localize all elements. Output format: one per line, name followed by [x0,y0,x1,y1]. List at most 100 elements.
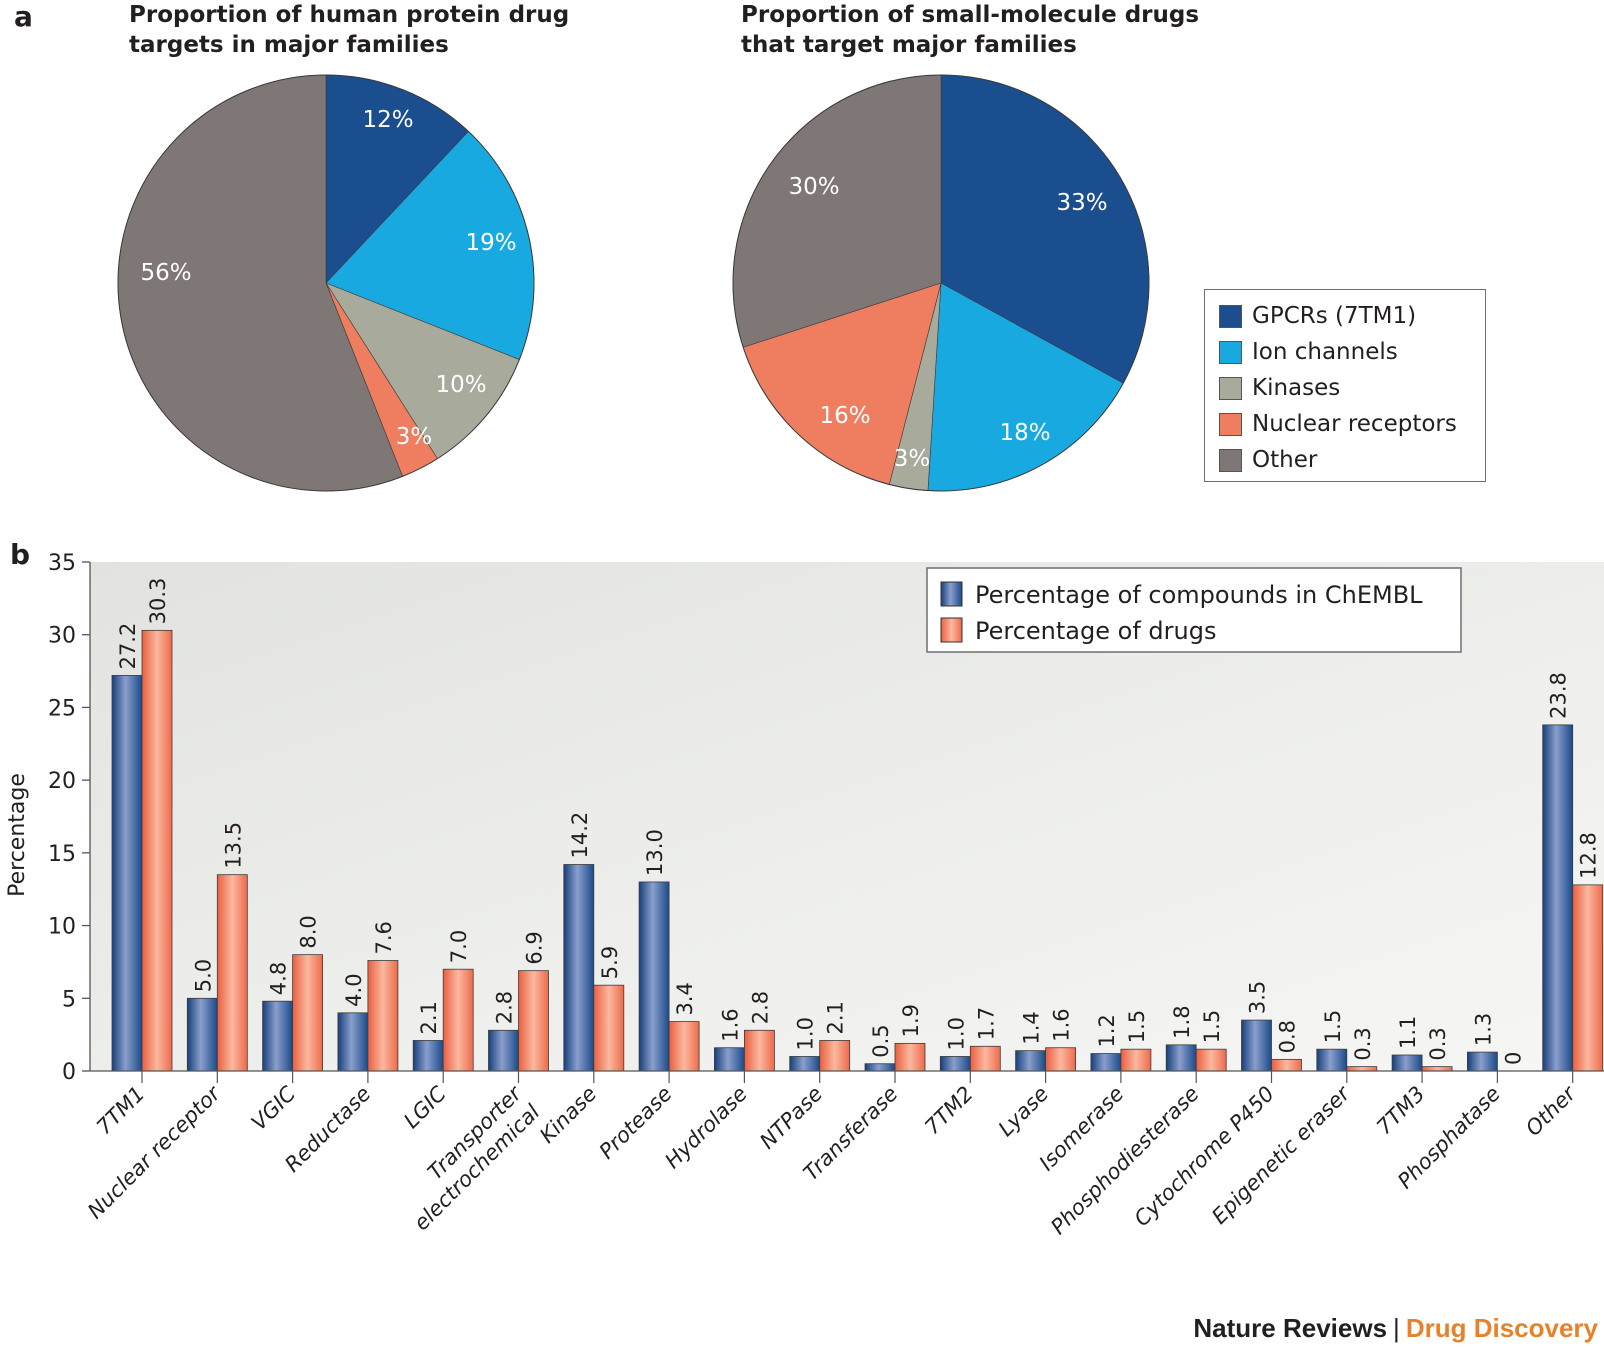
bar-cytochrome-p450-drugs [1271,1058,1302,1072]
x-label-nuclear-receptor: Nuclear receptor [83,1081,226,1224]
bar-other-drugs [1572,884,1604,1072]
value-label-epigenetic-eraser-drugs: 0.3 [1351,1027,1375,1060]
panel-label-a: a [14,0,33,33]
pie2-label-kinases: 3% [894,446,931,472]
bar-nuclear-receptor-drugs [216,874,248,1072]
y-tick-label: 35 [48,551,76,576]
bar-transporter-electrochemical-drugs [518,970,549,1072]
legend-label-gpcr: GPCRs (7TM1) [1252,303,1417,329]
value-label-phosphodiesterase-drugs: 1.5 [1200,1010,1224,1043]
journal-section: Drug Discovery [1405,1313,1598,1343]
footer-separator: | [1393,1313,1400,1343]
bar-hydrolase-chembl [714,1047,745,1072]
bar-transporter-electrochemical-chembl [488,1029,519,1072]
x-label-7tm3: 7TM3 [1372,1082,1430,1140]
legend-item-kinases: Kinases [1219,370,1485,406]
bar-7tm1-chembl [111,675,143,1072]
value-label-lyase-drugs: 1.6 [1050,1008,1074,1041]
legend-swatch-gpcr [1219,304,1242,328]
value-label-nuclear-receptor-chembl: 5.0 [191,959,215,992]
bar-7tm1-drugs [141,629,173,1072]
value-label-phosphatase-chembl: 1.3 [1471,1013,1495,1046]
value-label-hydrolase-chembl: 1.6 [718,1008,742,1041]
pie2-label-gpcrs-7tm1: 33% [1056,190,1107,216]
legend-label-kinases: Kinases [1252,375,1341,401]
pie2-title-line1: Proportion of small-molecule drugs [741,2,1200,28]
bar-7tm3-chembl [1391,1054,1423,1072]
value-label-7tm3-drugs: 0.3 [1426,1027,1450,1060]
bar-epigenetic-eraser-drugs [1346,1066,1378,1072]
journal-name: Nature Reviews [1193,1313,1388,1343]
bar-lgic-drugs [442,968,474,1072]
x-label-phosphodiesterase: Phosphodiesterase [1046,1082,1204,1240]
value-label-hydrolase-drugs: 2.8 [748,991,772,1024]
value-label-phosphatase-drugs: 0 [1501,1052,1525,1065]
legend-swatch-ion-channels [1219,340,1242,364]
legend-item-ion-channels: Ion channels [1219,334,1485,370]
value-label-protease-drugs: 3.4 [673,982,697,1015]
journal-footer: Nature Reviews | Drug Discovery [1193,1313,1598,1344]
bar-nuclear-receptor-chembl [186,997,218,1072]
value-label-ntpase-chembl: 1.0 [794,1017,818,1050]
x-label-lyase: Lyase [994,1082,1053,1141]
value-label-isomerase-chembl: 1.2 [1095,1014,1119,1047]
value-label-transporter-electrochemical-drugs: 6.9 [523,931,547,964]
pie1-title-line2: targets in major families [129,32,449,58]
legend-item-other: Other [1219,442,1485,478]
legend-label-chembl: Percentage of compounds in ChEMBL [975,581,1423,609]
pie1-label-nuclear-receptors: 3% [396,424,433,450]
bar-lgic-chembl [412,1040,444,1072]
bar-legend: Percentage of compounds in ChEMBL Percen… [926,567,1462,653]
bar-lyase-chembl [1015,1050,1046,1072]
value-label-nuclear-receptor-drugs: 13.5 [221,822,245,869]
bar-reductase-chembl [337,1012,369,1072]
legend-item-nuclear-receptors: Nuclear receptors [1219,406,1485,442]
pie1-label-kinases: 10% [435,372,486,398]
bar-transferase-chembl [864,1063,896,1072]
bar-other-chembl [1542,724,1574,1072]
value-label-other-chembl: 23.8 [1547,672,1571,719]
value-label-transferase-drugs: 1.9 [899,1004,923,1037]
bars: 27.230.3 5.0 13.5 4.88.0 4.07.6 2.1 7.0 2.8 6.9 1… [111,578,1604,1072]
bar-7tm2-drugs [969,1045,1001,1072]
bar-isomerase-chembl [1090,1053,1122,1072]
value-label-7tm1-chembl: 27.2 [116,623,140,670]
y-axis-label: Percentage [5,773,30,897]
pie1-label-other: 56% [140,260,191,286]
legend-swatch-chembl [940,581,963,607]
bar-reductase-drugs [367,960,399,1072]
value-label-7tm3-chembl: 1.1 [1396,1016,1420,1049]
value-label-7tm2-chembl: 1.0 [944,1017,968,1050]
bar-phosphodiesterase-drugs [1195,1048,1227,1072]
x-label-7tm1: 7TM1 [92,1082,150,1140]
pie1-label-gpcrs-7tm1: 12% [362,107,413,133]
value-label-ntpase-drugs: 2.1 [824,1001,848,1034]
pie1: 12% 19% 10%3% 56% [117,74,535,492]
bar-phosphodiesterase-chembl [1165,1044,1197,1072]
y-tick-label: 20 [48,769,76,794]
value-label-transporter-electrochemical-chembl: 2.8 [493,991,517,1024]
value-label-vgic-drugs: 8.0 [297,915,321,948]
pie2-label-other: 30% [788,174,839,200]
value-label-other-drugs: 12.8 [1577,832,1601,879]
value-label-cytochrome-p450-drugs: 0.8 [1276,1020,1300,1053]
value-label-7tm1-drugs: 30.3 [146,578,170,625]
value-label-reductase-drugs: 7.6 [372,921,396,954]
legend-swatch-drugs [940,617,963,643]
bar-hydrolase-drugs [744,1029,775,1072]
legend-label-drugs: Percentage of drugs [975,617,1216,645]
legend-label-nuclear-receptors: Nuclear receptors [1252,411,1457,437]
x-label-vgic: VGIC [247,1081,301,1135]
x-label-lgic: LGIC [399,1081,451,1133]
pie1-title: Proportion of human protein drug targets… [129,0,569,60]
bar-cytochrome-p450-chembl [1241,1019,1272,1072]
x-label-7tm2: 7TM2 [920,1082,978,1140]
bar-transferase-drugs [894,1042,926,1072]
y-tick-label: 30 [48,624,76,649]
bar-7tm3-drugs [1421,1066,1453,1072]
pie-charts: 12%19%10%3%56% 33%18%3%16%30% [117,74,1150,492]
bar-7tm2-chembl [939,1056,971,1072]
legend-label-other: Other [1252,447,1318,473]
bar-chart: 27.230.3 5.0 13.5 4.88.0 4.07.6 2.1 7.0 2.8 6.9 1… [5,551,1604,1240]
pie1-label-ion-channels: 19% [465,230,516,256]
